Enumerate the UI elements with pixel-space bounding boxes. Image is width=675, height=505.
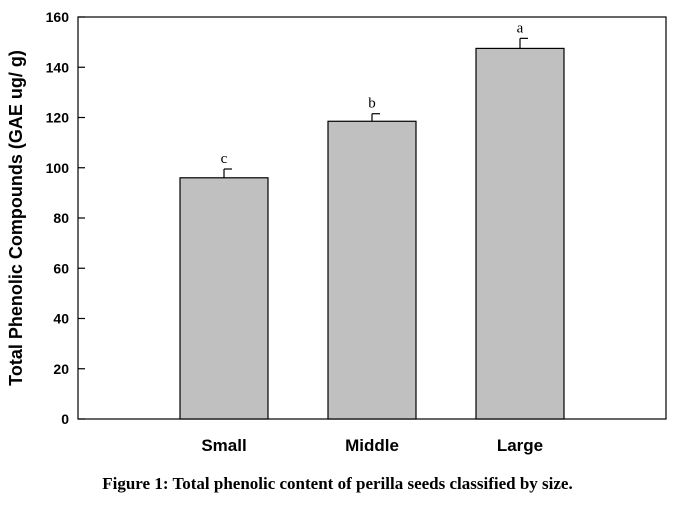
significance-label: b [368, 96, 376, 112]
y-tick-label: 120 [46, 110, 70, 126]
x-axis: Small Middle Large [201, 436, 543, 455]
y-tick-label: 60 [53, 260, 69, 276]
y-tick-label: 0 [61, 411, 69, 427]
y-tick-label: 140 [46, 59, 70, 75]
y-tick-label: 20 [53, 361, 69, 377]
x-tick-label: Small [201, 436, 246, 455]
bar-middle [327, 120, 417, 420]
x-tick-label: Large [497, 436, 543, 455]
y-axis-title: Total Phenolic Compounds (GAE ug/ g) [6, 50, 26, 386]
y-tick-label: 100 [46, 160, 70, 176]
bar-chart: 0 20 40 60 80 100 120 140 160 c b a Small Middle Lar… [6, 9, 667, 455]
bars-group: c b a [179, 20, 565, 420]
figure-caption: Figure 1: Total phenolic content of peri… [102, 474, 573, 493]
x-tick-label: Middle [345, 436, 399, 455]
significance-label: c [221, 151, 228, 167]
bar-small [179, 177, 269, 420]
bar-large [475, 47, 565, 420]
y-axis: 0 20 40 60 80 100 120 140 160 [46, 9, 85, 427]
y-tick-label: 80 [53, 210, 69, 226]
significance-label: a [517, 20, 524, 36]
y-tick-label: 160 [46, 9, 70, 25]
y-tick-label: 40 [53, 311, 69, 327]
